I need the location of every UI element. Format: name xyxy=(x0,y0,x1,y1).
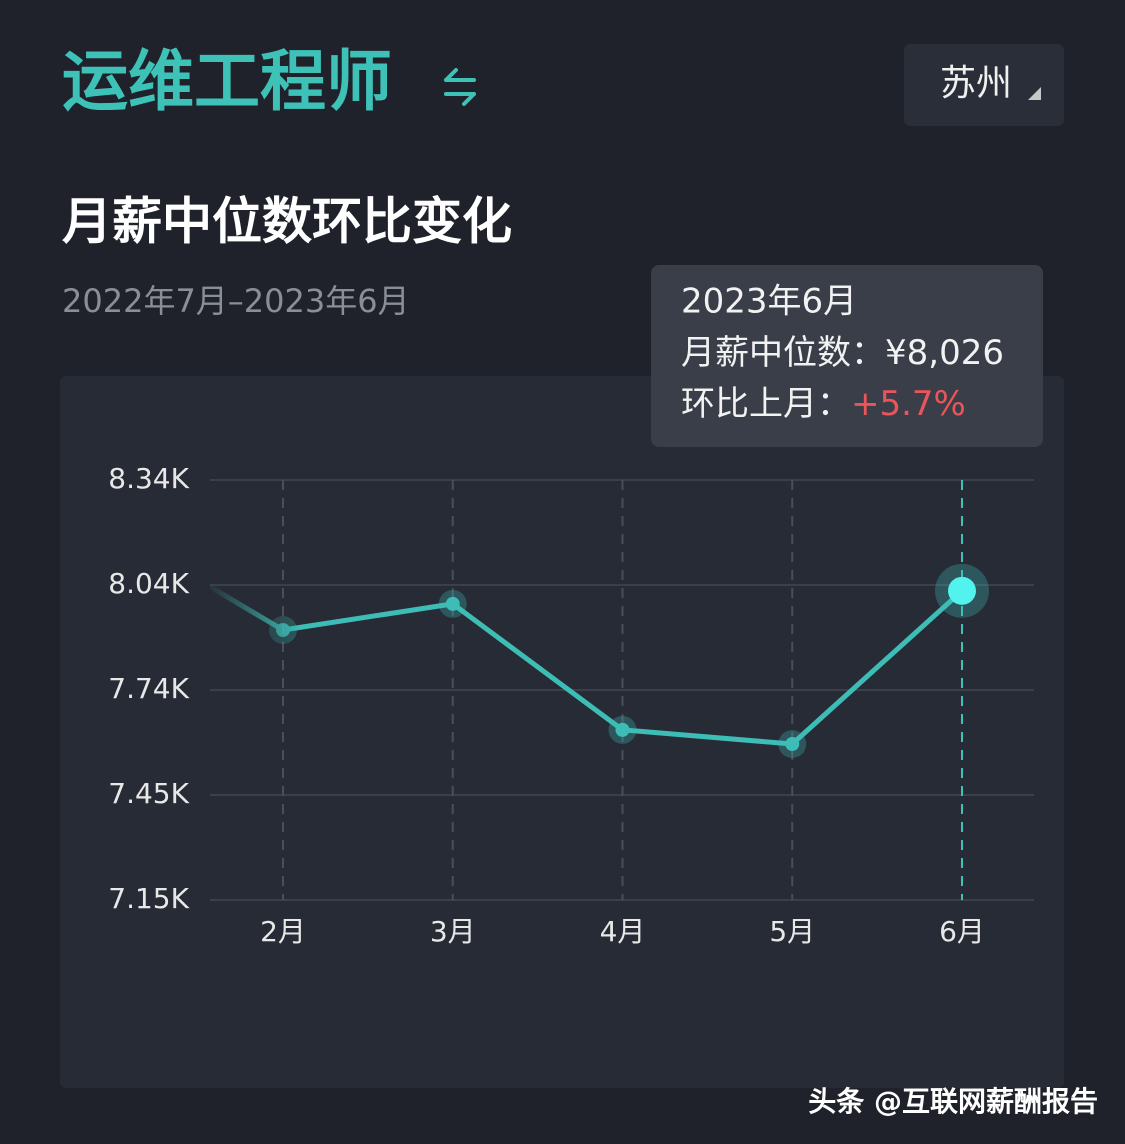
chart-card xyxy=(60,376,1064,1088)
plot: 7.15K 7.45K 7.74K 8.04K 8.34K 2月 3月 4月 5月 6月 xyxy=(108,462,1034,948)
city-label: 苏州 xyxy=(940,63,1012,104)
city-selector[interactable]: 苏州 xyxy=(904,44,1064,126)
tooltip: 2023年6月 月薪中位数：¥8,026 环比上月：+5.7% xyxy=(651,265,1043,447)
x-tick-label: 5月 xyxy=(769,915,815,948)
job-title: 运维工程师 xyxy=(62,43,392,120)
tooltip-median-label: 月薪中位数：¥8,026 xyxy=(681,333,1004,373)
tooltip-change-name: 环比上月： xyxy=(681,384,851,424)
point xyxy=(445,596,460,611)
x-tick-label: 4月 xyxy=(600,915,646,948)
tooltip-median-value: ¥8,026 xyxy=(885,333,1004,373)
dropdown-arrow xyxy=(1028,87,1041,100)
tooltip-median-name: 月薪中位数： xyxy=(681,333,885,373)
switch-arrow-top xyxy=(444,68,476,82)
tooltip-box xyxy=(651,265,1043,447)
tooltip-change-value: +5.7% xyxy=(851,384,966,424)
point xyxy=(785,737,800,751)
point xyxy=(276,623,290,637)
tooltip-title: 2023年6月 xyxy=(681,282,857,322)
series-line xyxy=(111,527,964,747)
y-tick-label: 7.74K xyxy=(108,672,189,705)
x-tick-label: 6月 xyxy=(939,915,985,948)
x-tick-label: 2月 xyxy=(260,915,306,948)
y-tick-label: 8.34K xyxy=(108,462,189,495)
switch-icon[interactable] xyxy=(444,68,476,106)
tooltip-change-label: 环比上月：+5.7% xyxy=(681,384,966,424)
city-button[interactable] xyxy=(904,44,1064,126)
chart-title: 月薪中位数环比变化 xyxy=(62,193,512,251)
series xyxy=(111,527,989,758)
y-tick-label: 7.15K xyxy=(108,882,189,915)
switch-arrow-bottom xyxy=(444,92,476,106)
x-tick-label: 3月 xyxy=(430,915,476,948)
y-tick-label: 7.45K xyxy=(108,777,189,810)
watermark: 头条 @互联网薪酬报告 xyxy=(808,1085,1098,1118)
chart-subtitle: 2022年7月–2023年6月 xyxy=(62,282,410,320)
point xyxy=(615,722,630,737)
point xyxy=(948,576,976,605)
y-tick-label: 8.04K xyxy=(108,567,189,600)
